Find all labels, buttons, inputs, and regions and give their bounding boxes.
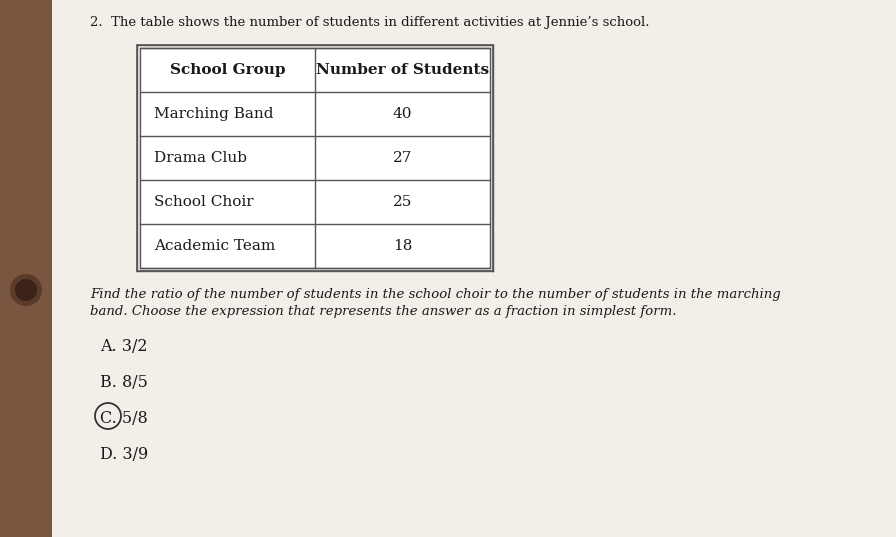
Text: 40: 40	[392, 107, 412, 121]
Text: Academic Team: Academic Team	[154, 239, 275, 253]
Bar	[140, 48, 490, 268]
Text: 2.  The table shows the number of students in different activities at Jennie’s s: 2. The table shows the number of student…	[90, 16, 650, 29]
Text: School Choir: School Choir	[154, 195, 254, 209]
Text: Find the ratio of the number of students in the school choir to the number of st: Find the ratio of the number of students…	[90, 288, 780, 301]
Circle shape	[15, 279, 37, 301]
Text: 18: 18	[392, 239, 412, 253]
Text: 27: 27	[392, 151, 412, 165]
Text: 25: 25	[392, 195, 412, 209]
Text: D. 3/9: D. 3/9	[100, 446, 148, 463]
Bar	[137, 45, 493, 271]
Text: band. Choose the expression that represents the answer as a fraction in simplest: band. Choose the expression that represe…	[90, 305, 676, 318]
Text: A. 3/2: A. 3/2	[100, 338, 148, 355]
Text: C. 5/8: C. 5/8	[100, 410, 148, 427]
Circle shape	[10, 274, 42, 306]
Text: School Group: School Group	[169, 63, 285, 77]
Bar	[0, 0, 52, 537]
Text: Drama Club: Drama Club	[154, 151, 247, 165]
Bar	[140, 48, 490, 268]
Text: Marching Band: Marching Band	[154, 107, 273, 121]
Text: Number of Students: Number of Students	[316, 63, 489, 77]
Text: B. 8/5: B. 8/5	[100, 374, 148, 391]
